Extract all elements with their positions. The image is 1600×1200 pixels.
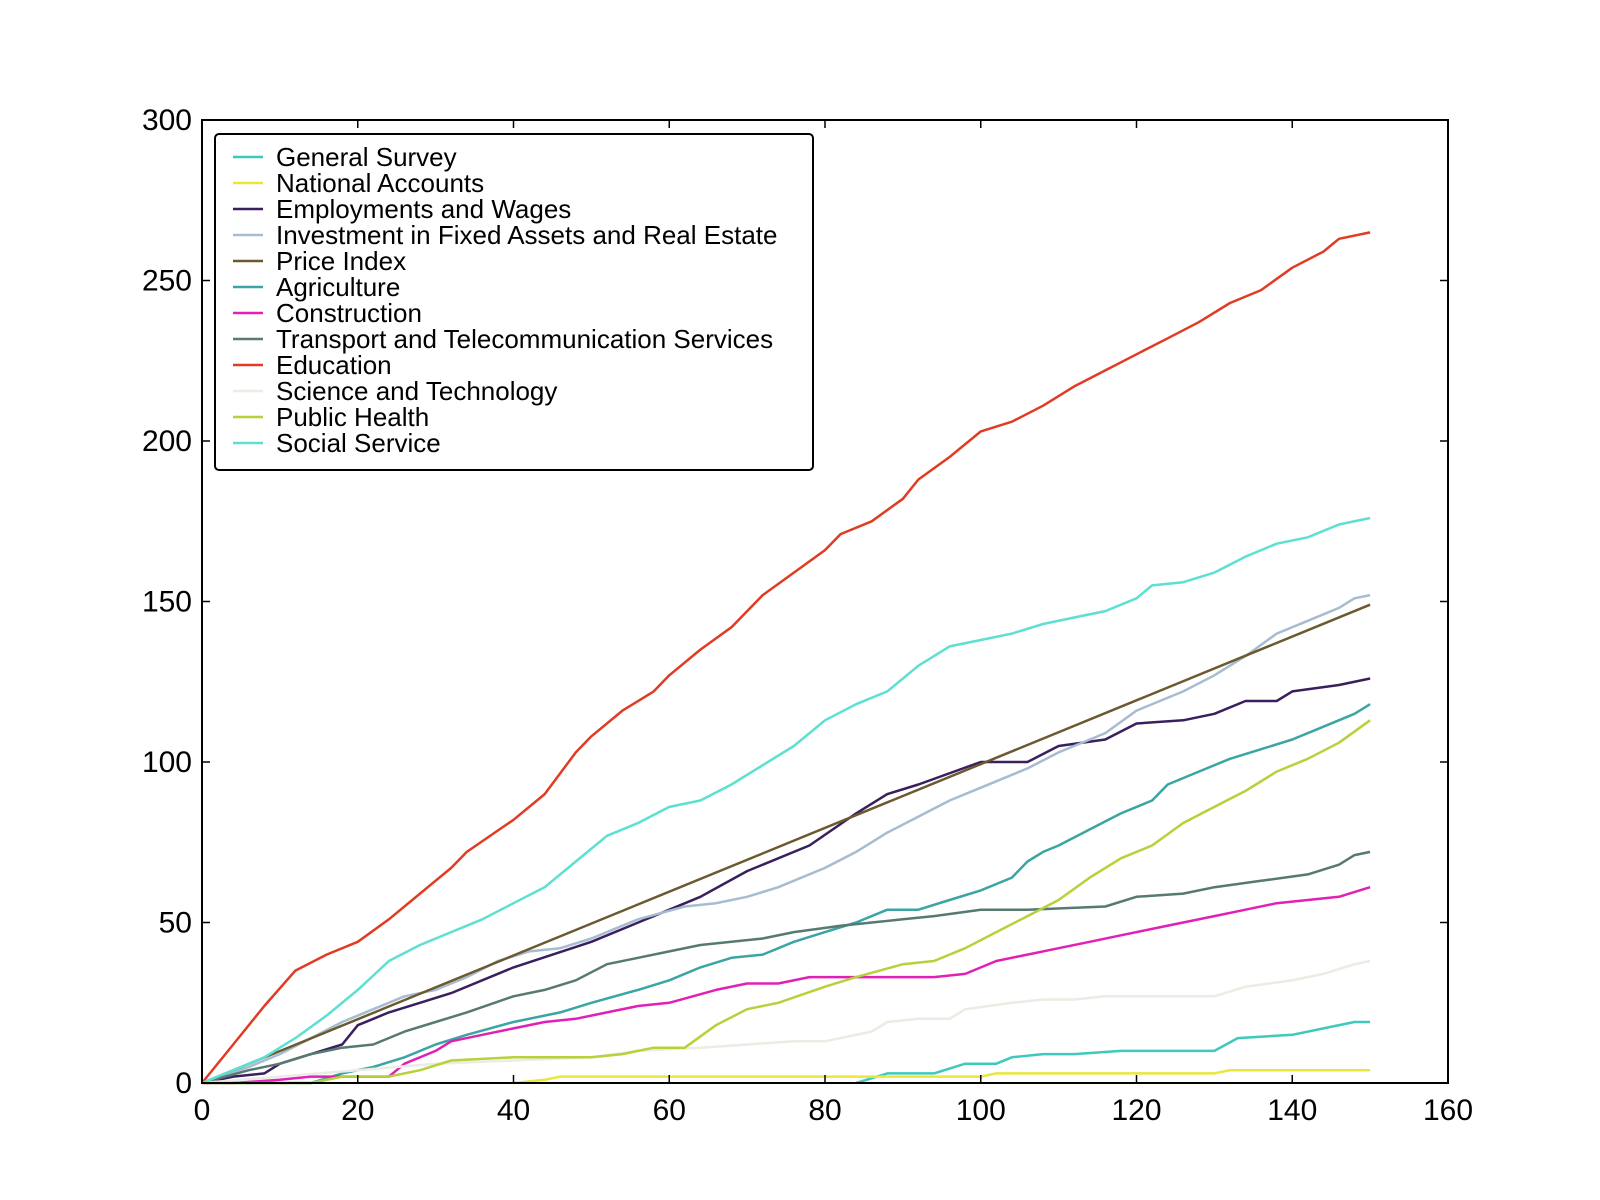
x-tick-label: 80 <box>808 1094 841 1127</box>
y-tick-label: 0 <box>175 1067 192 1100</box>
y-tick-label: 250 <box>142 265 192 298</box>
y-tick-label: 200 <box>142 425 192 458</box>
legend-label: Construction <box>276 298 422 328</box>
series-line-investment-in-fixed-assets-and-real-estate <box>201 593 1371 1085</box>
legend-label: Transport and Telecommunication Services <box>276 324 773 354</box>
x-tick-label: 160 <box>1423 1094 1473 1127</box>
axes-layer: 0 20 40 60 80 100 120 140 160 0 50 100 150 200 250 300 <box>142 104 1473 1127</box>
series-line-construction <box>202 886 1371 1085</box>
legend-label: Social Service <box>276 428 441 458</box>
legend-label: General Survey <box>276 142 457 172</box>
y-tick-label: 100 <box>142 746 192 779</box>
x-tick-label: 120 <box>1111 1094 1161 1127</box>
legend-label: Agriculture <box>276 272 400 302</box>
series-layer <box>201 231 1371 1085</box>
x-tick-label: 0 <box>194 1094 211 1127</box>
y-tick-label: 150 <box>142 586 192 619</box>
x-tick-label: 60 <box>653 1094 686 1127</box>
x-tick-label: 40 <box>497 1094 530 1127</box>
series-line-price-index <box>201 603 1371 1085</box>
series-line-general-survey <box>855 1020 1371 1085</box>
series-line-education <box>201 231 1371 1084</box>
series-line-employments-and-wages <box>201 677 1371 1085</box>
legend-label: Investment in Fixed Assets and Real Esta… <box>276 220 777 250</box>
y-tick-label: 300 <box>142 104 192 137</box>
x-tick-label: 20 <box>341 1094 374 1127</box>
series-line-science-and-technology <box>201 959 1371 1085</box>
series-line-public-health <box>202 719 1371 1085</box>
legend-label: Public Health <box>276 402 429 432</box>
legend-label: Science and Technology <box>276 376 557 406</box>
legend-label: Employments and Wages <box>276 194 571 224</box>
legend-label: Education <box>276 350 392 380</box>
legend-label: National Accounts <box>276 168 484 198</box>
x-tick-label: 140 <box>1267 1094 1317 1127</box>
series-line-social-service <box>201 516 1371 1085</box>
series-line-transport-and-telecommunication-services <box>201 850 1371 1085</box>
legend-box <box>214 133 814 471</box>
legend-label: Price Index <box>276 246 406 276</box>
series-line-agriculture <box>202 703 1371 1085</box>
y-tick-label: 50 <box>159 907 192 940</box>
x-tick-label: 100 <box>956 1094 1006 1127</box>
